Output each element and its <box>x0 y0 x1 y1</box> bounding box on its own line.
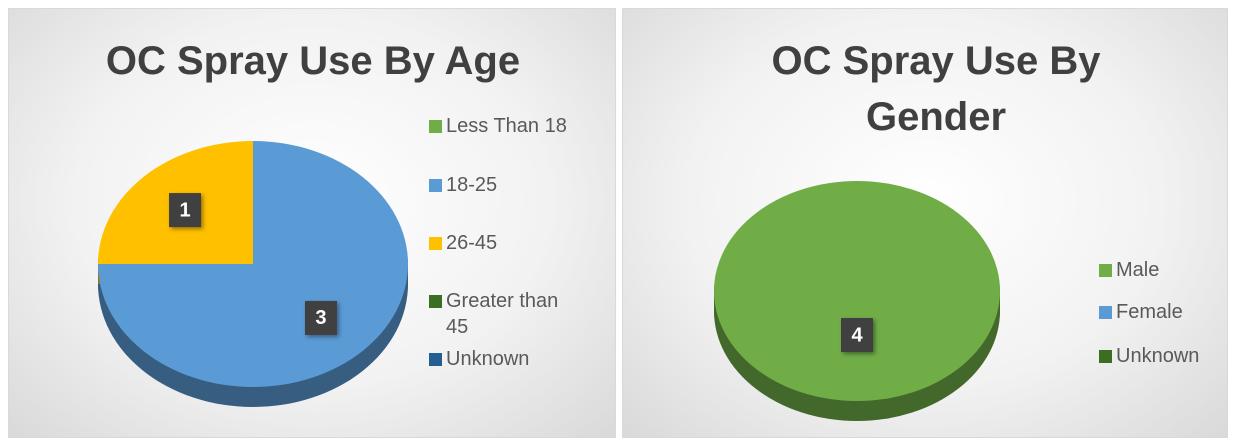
legend-swatch <box>429 120 442 133</box>
pie-slice <box>714 180 1000 402</box>
data-label-box <box>841 318 873 352</box>
legend-item: Unknown <box>429 346 529 372</box>
data-label: 1 <box>179 199 190 221</box>
pie-plot: 4 <box>714 180 1000 422</box>
legend: Less Than 18 18-25 26-45 Greater than 45 Unk… <box>429 101 579 391</box>
pie-tops <box>98 141 408 387</box>
legend-label: 18-25 <box>446 174 498 196</box>
legend-label: Unknown <box>1116 345 1200 367</box>
legend-item: 18-25 <box>429 172 497 198</box>
legend-swatch <box>429 353 442 366</box>
pie-plot: 31 <box>98 141 408 407</box>
data-label: 4 <box>851 324 863 346</box>
chart-panel: 4 Male Female Unknown OC Spray Use By Gender <box>622 8 1228 438</box>
legend-label: Greater than 45 <box>446 290 559 338</box>
legend-label: Unknown <box>446 348 530 370</box>
legend-item: Female <box>1099 299 1183 325</box>
legend-item: Unknown <box>1099 343 1199 369</box>
chart-title: OC Spray Use By Gender <box>771 39 1101 139</box>
legend-swatch <box>429 295 442 308</box>
legend-item: Greater than 45 <box>429 288 579 340</box>
legend-swatch <box>1099 264 1112 277</box>
chart-panel: 3 1 Less Than 18 18-25 26-45 Greater than 45 U… <box>8 8 616 438</box>
data-label-box <box>304 300 337 335</box>
legend-item: Less Than 18 <box>429 113 567 139</box>
data-label-box <box>169 193 202 228</box>
legend-swatch <box>429 179 442 192</box>
legend-label: Less Than 18 <box>446 115 567 137</box>
legend-label: Male <box>1116 259 1160 281</box>
legend-swatch <box>429 237 442 250</box>
pie-tops <box>714 180 1000 402</box>
data-label: 3 <box>315 307 326 329</box>
legend-swatch <box>1099 350 1112 363</box>
legend: Male Female Unknown <box>1099 245 1224 375</box>
legend-label: 26-45 <box>446 232 498 254</box>
legend-label: Female <box>1116 301 1183 323</box>
chart-title: OC Spray Use By Age <box>105 39 521 83</box>
legend-item: 26-45 <box>429 230 497 256</box>
legend-swatch <box>1099 306 1112 319</box>
legend-item: Male <box>1099 257 1159 283</box>
